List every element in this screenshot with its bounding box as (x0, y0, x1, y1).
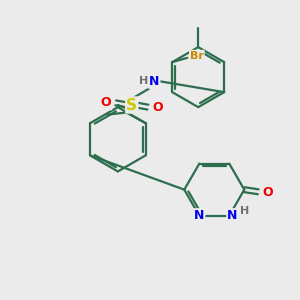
Text: N: N (227, 209, 238, 222)
Text: H: H (139, 76, 148, 86)
Text: N: N (194, 209, 205, 222)
Text: H: H (240, 206, 249, 216)
Text: O: O (101, 96, 111, 110)
Text: S: S (126, 98, 137, 112)
Text: N: N (149, 75, 160, 88)
Text: O: O (152, 100, 163, 114)
Text: Br: Br (190, 51, 204, 61)
Text: O: O (262, 186, 273, 200)
